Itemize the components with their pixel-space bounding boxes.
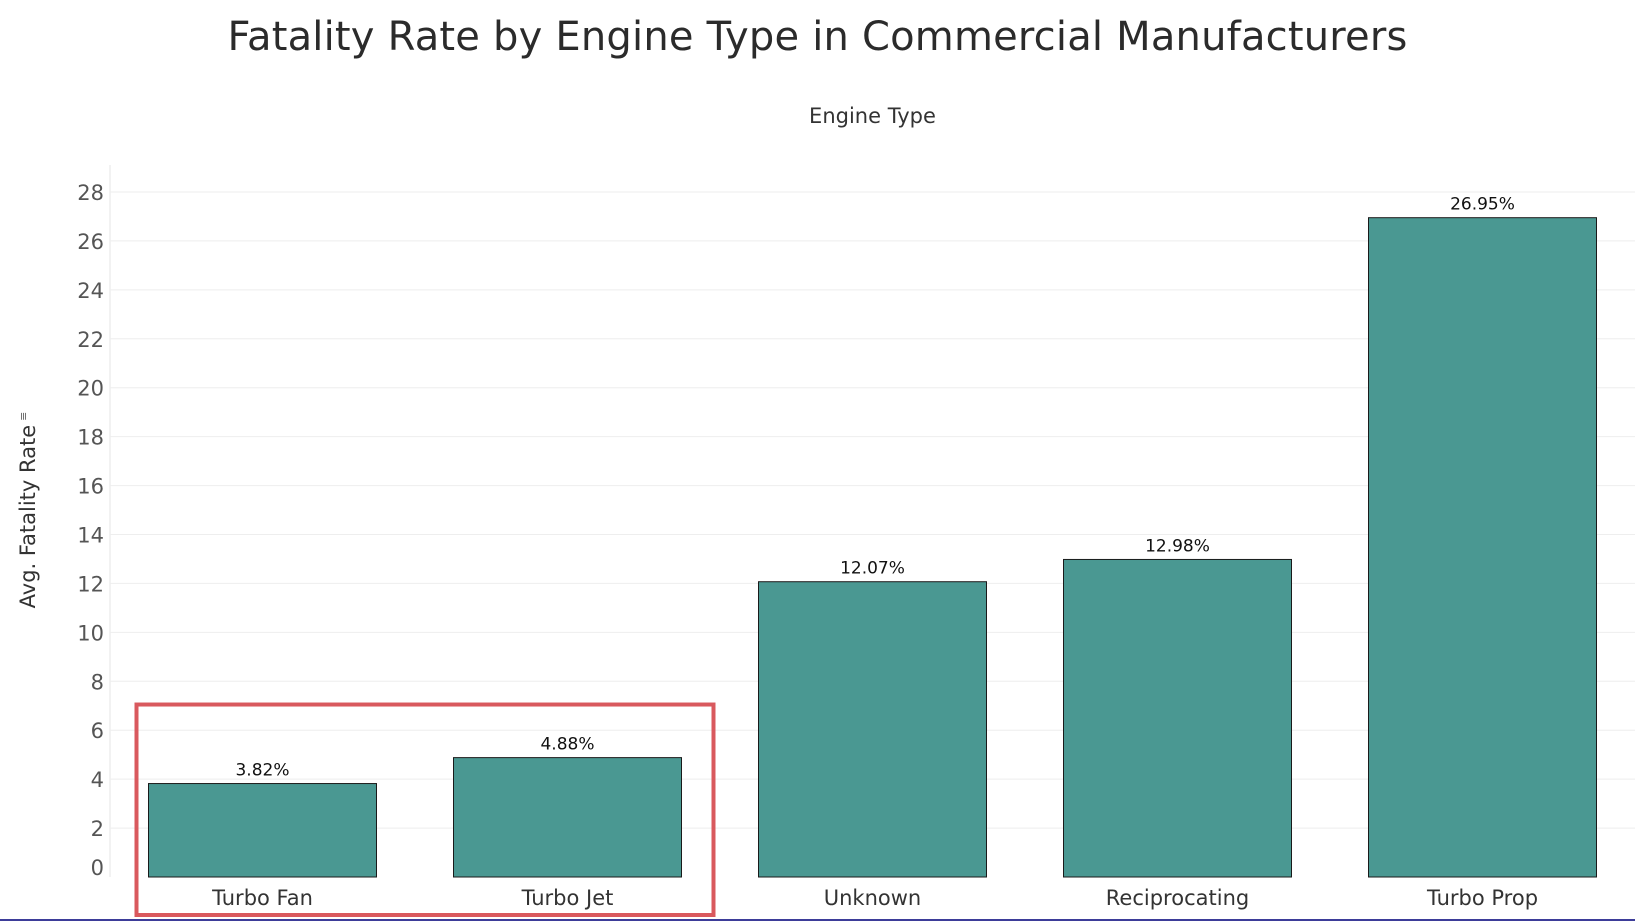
data-label: 12.07%: [840, 559, 905, 579]
y-tick-label: 10: [77, 621, 104, 645]
y-tick-label: 2: [91, 817, 104, 841]
bar-turbo-prop[interactable]: [1368, 217, 1597, 878]
bar-turbo-jet[interactable]: [453, 757, 682, 878]
y-tick-label: 18: [77, 426, 104, 450]
column-header[interactable]: Engine Type: [809, 104, 936, 128]
data-label: 4.88%: [540, 735, 594, 755]
x-category-label[interactable]: Turbo Prop: [1426, 886, 1538, 910]
y-tick-label: 26: [77, 230, 104, 254]
x-category-label[interactable]: Reciprocating: [1106, 886, 1249, 910]
bottom-divider: [0, 919, 1635, 921]
y-tick-label: 4: [91, 768, 104, 792]
y-tick-label: 12: [77, 572, 104, 596]
data-label: 26.95%: [1450, 195, 1515, 215]
bar-reciprocating[interactable]: [1063, 558, 1292, 878]
y-tick-label: 14: [77, 524, 104, 548]
y-tick-label: 6: [91, 719, 104, 743]
y-tick-label: 0: [91, 856, 104, 880]
highlight-box: [134, 702, 716, 918]
y-tick-label: 22: [77, 328, 104, 352]
chart-title: Fatality Rate by Engine Type in Commerci…: [227, 14, 1408, 60]
x-category-label[interactable]: Unknown: [824, 886, 921, 910]
y-tick-label: 20: [77, 377, 104, 401]
y-tick-label: 28: [77, 181, 104, 205]
bar-turbo-fan[interactable]: [148, 783, 377, 878]
y-tick-label: 8: [91, 670, 104, 694]
x-category-label[interactable]: Turbo Jet: [521, 886, 614, 910]
y-tick-label: 24: [77, 279, 104, 303]
x-category-label[interactable]: Turbo Fan: [211, 886, 313, 910]
bar-unknown[interactable]: [758, 581, 987, 878]
data-label: 12.98%: [1145, 536, 1210, 556]
y-tick-label: 16: [77, 475, 104, 499]
data-label: 3.82%: [235, 761, 289, 781]
